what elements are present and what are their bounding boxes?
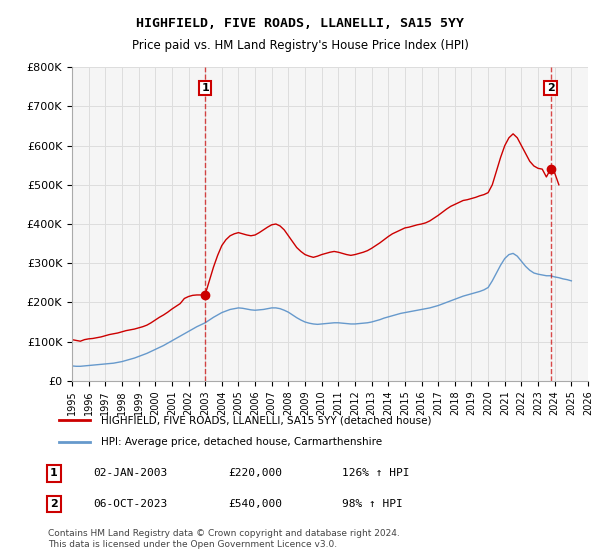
Text: HIGHFIELD, FIVE ROADS, LLANELLI, SA15 5YY: HIGHFIELD, FIVE ROADS, LLANELLI, SA15 5Y… (136, 17, 464, 30)
Text: 02-JAN-2003: 02-JAN-2003 (93, 468, 167, 478)
Text: 06-OCT-2023: 06-OCT-2023 (93, 499, 167, 509)
Text: £540,000: £540,000 (228, 499, 282, 509)
Text: 98% ↑ HPI: 98% ↑ HPI (342, 499, 403, 509)
Text: 2: 2 (50, 499, 58, 509)
Text: HPI: Average price, detached house, Carmarthenshire: HPI: Average price, detached house, Carm… (101, 437, 382, 447)
Text: £220,000: £220,000 (228, 468, 282, 478)
Text: 2: 2 (547, 83, 554, 93)
Text: 126% ↑ HPI: 126% ↑ HPI (342, 468, 409, 478)
Text: 1: 1 (201, 83, 209, 93)
Text: 1: 1 (50, 468, 58, 478)
Text: Contains HM Land Registry data © Crown copyright and database right 2024.
This d: Contains HM Land Registry data © Crown c… (48, 529, 400, 549)
Text: Price paid vs. HM Land Registry's House Price Index (HPI): Price paid vs. HM Land Registry's House … (131, 39, 469, 52)
Text: HIGHFIELD, FIVE ROADS, LLANELLI, SA15 5YY (detached house): HIGHFIELD, FIVE ROADS, LLANELLI, SA15 5Y… (101, 415, 431, 425)
